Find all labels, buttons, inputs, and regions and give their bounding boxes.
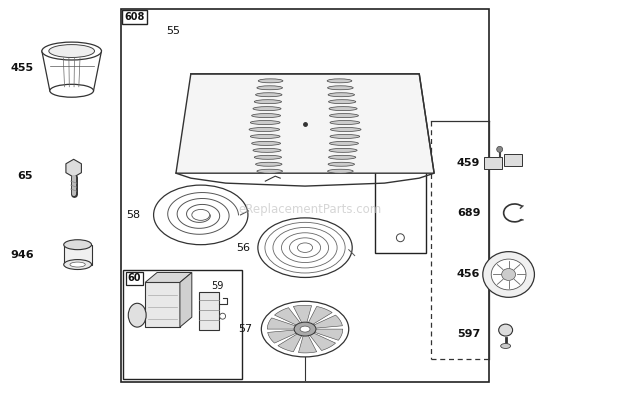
Bar — [145, 282, 180, 327]
Ellipse shape — [330, 128, 361, 132]
Ellipse shape — [502, 268, 516, 280]
Ellipse shape — [255, 162, 282, 166]
Polygon shape — [268, 329, 305, 343]
Polygon shape — [275, 308, 305, 329]
Polygon shape — [180, 272, 192, 327]
Ellipse shape — [329, 100, 356, 104]
Ellipse shape — [501, 344, 511, 348]
Polygon shape — [176, 74, 434, 173]
Bar — [199, 292, 219, 330]
Polygon shape — [278, 329, 305, 352]
Text: 456: 456 — [457, 270, 480, 280]
Ellipse shape — [328, 93, 355, 97]
Ellipse shape — [253, 148, 281, 152]
Text: 459: 459 — [457, 158, 480, 168]
Ellipse shape — [498, 324, 513, 336]
Polygon shape — [305, 329, 343, 340]
Ellipse shape — [254, 100, 281, 104]
Polygon shape — [305, 329, 335, 350]
Ellipse shape — [330, 134, 360, 138]
Text: 718: 718 — [390, 154, 410, 164]
Ellipse shape — [253, 107, 281, 111]
Polygon shape — [66, 159, 81, 177]
Ellipse shape — [329, 142, 358, 145]
Ellipse shape — [192, 210, 210, 220]
Polygon shape — [305, 306, 332, 329]
Ellipse shape — [42, 42, 102, 60]
Text: 58: 58 — [126, 210, 140, 220]
Ellipse shape — [327, 169, 353, 173]
Text: 597: 597 — [457, 329, 480, 339]
Ellipse shape — [128, 303, 146, 327]
Ellipse shape — [64, 240, 92, 250]
Circle shape — [396, 234, 404, 242]
Polygon shape — [267, 318, 305, 329]
Bar — [374, 148, 426, 253]
Text: 60: 60 — [127, 274, 141, 284]
Ellipse shape — [257, 169, 283, 173]
Ellipse shape — [329, 114, 358, 118]
Ellipse shape — [249, 128, 280, 132]
Bar — [122, 9, 489, 382]
Ellipse shape — [300, 326, 310, 332]
Text: 65: 65 — [17, 171, 32, 181]
Text: 55: 55 — [166, 26, 180, 36]
Text: 59: 59 — [211, 281, 223, 291]
Ellipse shape — [483, 252, 534, 297]
Ellipse shape — [258, 218, 352, 278]
Ellipse shape — [49, 44, 94, 58]
Circle shape — [497, 146, 503, 152]
Ellipse shape — [328, 162, 355, 166]
Ellipse shape — [258, 79, 283, 83]
Ellipse shape — [254, 155, 281, 159]
Text: 56: 56 — [236, 243, 250, 253]
Polygon shape — [305, 315, 342, 329]
Ellipse shape — [50, 84, 94, 97]
Polygon shape — [293, 305, 312, 329]
Ellipse shape — [327, 79, 352, 83]
Ellipse shape — [262, 301, 348, 357]
Circle shape — [219, 313, 226, 319]
Ellipse shape — [252, 142, 281, 145]
Ellipse shape — [70, 262, 86, 267]
Text: 946: 946 — [10, 250, 33, 260]
Text: 455: 455 — [10, 63, 33, 73]
Polygon shape — [145, 272, 192, 282]
Polygon shape — [64, 245, 92, 264]
Text: 689: 689 — [457, 208, 480, 218]
Ellipse shape — [329, 148, 357, 152]
Bar — [503, 154, 521, 166]
Ellipse shape — [250, 120, 280, 124]
Ellipse shape — [329, 107, 357, 111]
Ellipse shape — [257, 86, 283, 90]
Ellipse shape — [327, 86, 353, 90]
Bar — [123, 270, 242, 379]
Ellipse shape — [330, 120, 360, 124]
Ellipse shape — [64, 260, 92, 270]
Ellipse shape — [255, 93, 282, 97]
Ellipse shape — [154, 185, 248, 245]
Ellipse shape — [250, 134, 280, 138]
Ellipse shape — [252, 114, 281, 118]
Text: 608: 608 — [124, 12, 144, 22]
Text: 57: 57 — [239, 324, 252, 334]
Ellipse shape — [491, 259, 526, 290]
Ellipse shape — [329, 155, 356, 159]
Ellipse shape — [294, 322, 316, 336]
Polygon shape — [298, 329, 317, 353]
Bar — [484, 157, 502, 169]
Text: eReplacementParts.com: eReplacementParts.com — [238, 204, 382, 216]
